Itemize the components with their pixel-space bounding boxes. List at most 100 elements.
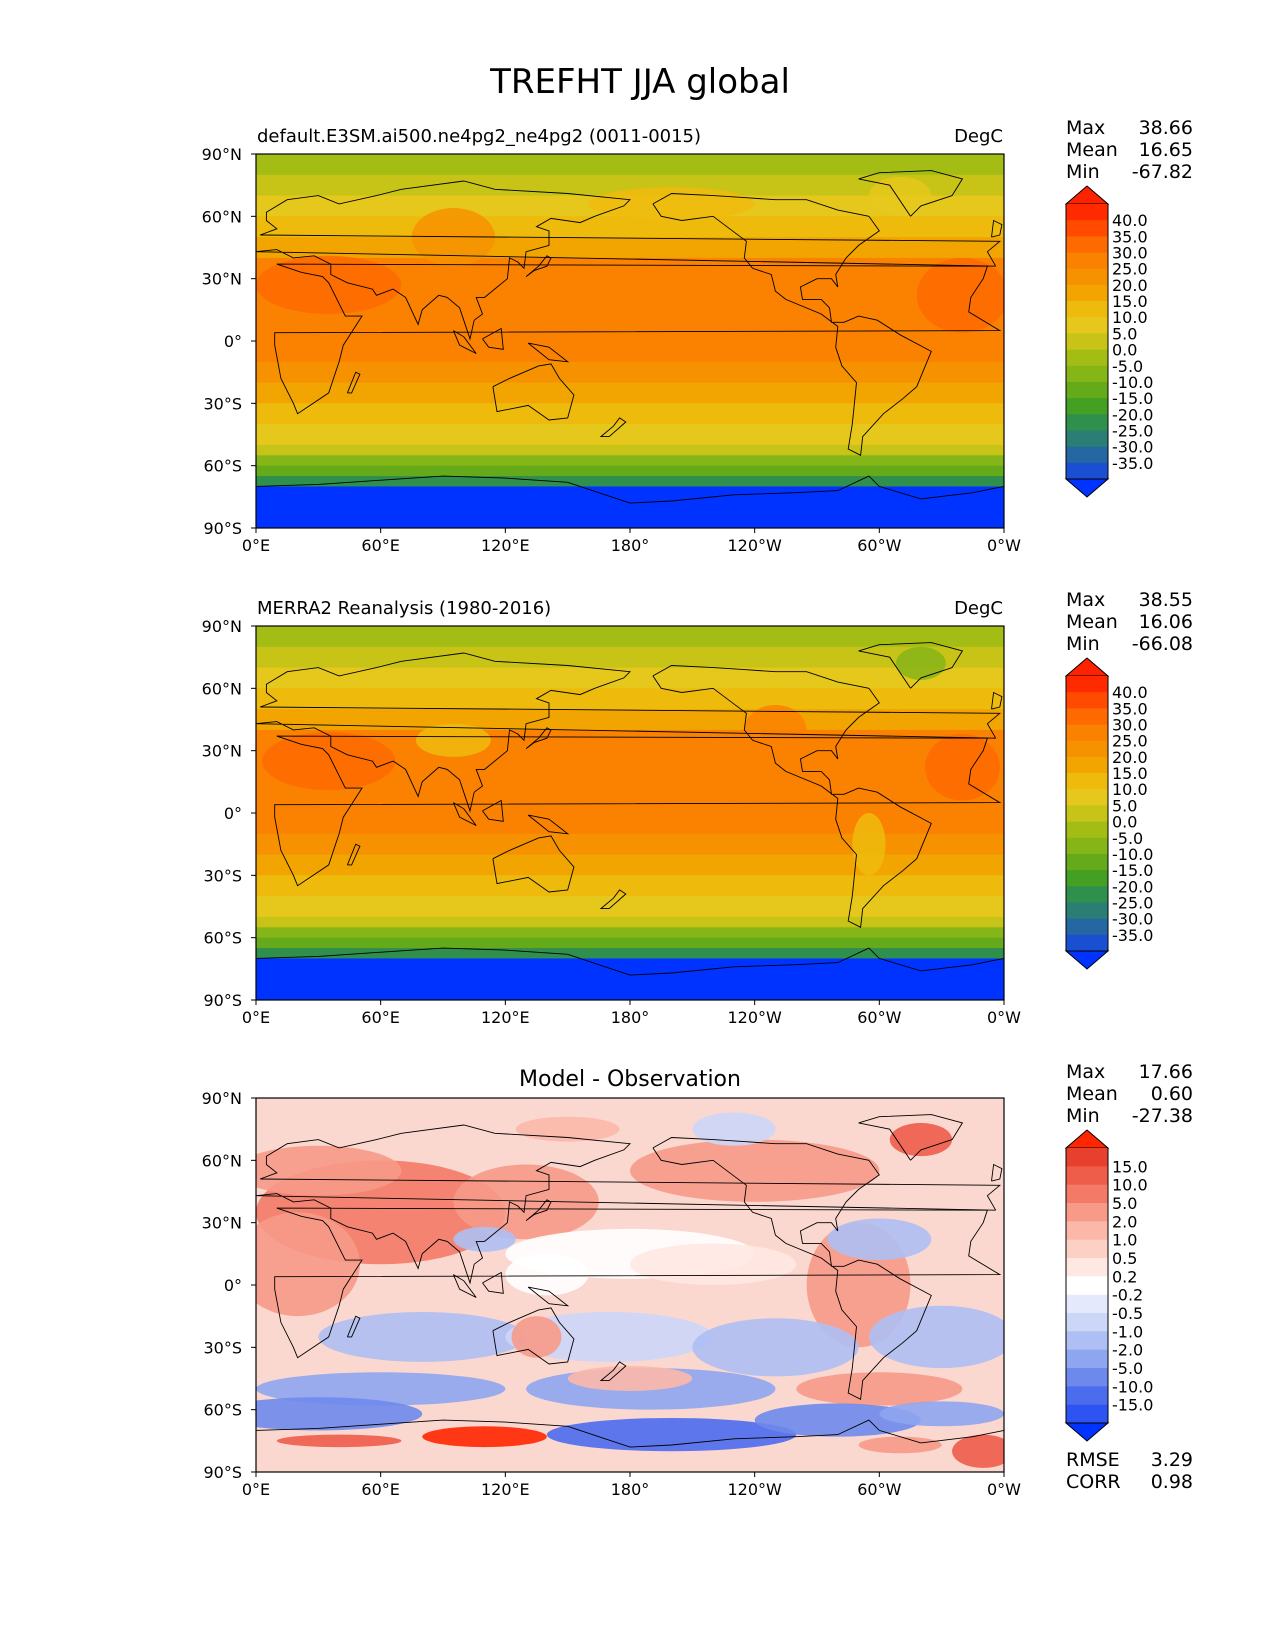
colorbar-swatch: [1066, 870, 1108, 887]
temperature-band: [256, 455, 1004, 467]
temperature-anomaly: [744, 704, 807, 755]
temperature-anomaly: [411, 208, 495, 267]
difference-anomaly: [827, 1218, 932, 1261]
colorbar-tick-label: -0.5: [1112, 1304, 1143, 1323]
colorbar-over-extension: [1064, 185, 1110, 205]
difference-anomaly: [754, 1403, 921, 1437]
x-tick-label: 120°E: [481, 1008, 530, 1027]
colorbar-swatch: [1066, 918, 1108, 936]
difference-anomaly: [511, 1316, 562, 1358]
colorbar-swatch: [1066, 1258, 1108, 1277]
y-tick-label: 60°S: [203, 929, 242, 948]
colorbar-tick-label: 40.0: [1112, 211, 1148, 230]
colorbar-swatch: [1066, 773, 1108, 790]
stat-label-max: Max: [1066, 1061, 1105, 1083]
colorbar-tick-label: -20.0: [1112, 877, 1153, 896]
coastline-segment: [858, 642, 964, 689]
difference-anomaly: [858, 1436, 942, 1454]
colorbar-swatch: [1066, 1404, 1108, 1424]
temperature-band: [256, 154, 1004, 176]
difference-anomaly: [256, 1397, 423, 1431]
temperature-band: [256, 174, 1004, 197]
colorbar-under-extension: [1064, 1422, 1110, 1442]
coastline-segment: [991, 691, 1003, 710]
difference-anomaly: [567, 1366, 693, 1391]
y-tick-label: 60°N: [202, 1151, 242, 1170]
colorbar-swatch: [1066, 853, 1108, 871]
colorbar-swatch: [1066, 740, 1108, 758]
colorbar-tick-label: 15.0: [1112, 764, 1148, 783]
difference-anomaly: [796, 1372, 963, 1406]
coastline-segment: [255, 947, 1005, 976]
colorbar-tick-label: -1.0: [1112, 1322, 1143, 1341]
colorbar-swatch: [1066, 317, 1108, 334]
map-field: [256, 154, 1004, 528]
y-tick-label: 60°S: [203, 457, 242, 476]
x-tick-label: 120°W: [727, 1008, 782, 1027]
coastline-segment: [452, 1274, 477, 1298]
y-tick-label: 30°S: [203, 1338, 242, 1357]
colorbar-tick-label: 0.5: [1112, 1249, 1137, 1268]
colorbar-swatch: [1066, 1349, 1108, 1369]
colorbar-tick-label: -35.0: [1112, 454, 1153, 473]
coastline-segment: [346, 843, 361, 866]
colorbar-swatch: [1066, 1386, 1108, 1406]
x-tick-label: 60°W: [857, 1008, 901, 1027]
y-tick-label: 90°S: [203, 519, 242, 538]
colorbar-tick-label: 20.0: [1112, 276, 1148, 295]
colorbar-swatch: [1066, 886, 1108, 903]
coastline-segment: [255, 652, 1002, 813]
colorbar-tick-label: -35.0: [1112, 926, 1153, 945]
temperature-band: [256, 948, 1004, 959]
temperature-band: [256, 465, 1004, 477]
temperature-band: [256, 444, 1004, 456]
colorbar-swatch: [1066, 1276, 1108, 1296]
colorbar-tick-label: 35.0: [1112, 227, 1148, 246]
colorbar-swatch: [1066, 349, 1108, 367]
colorbar-swatch: [1066, 756, 1108, 774]
colorbar: 40.035.030.025.020.015.010.05.00.0-5.0-1…: [1064, 185, 1153, 498]
y-tick-label: 30°N: [202, 1214, 242, 1233]
colorbar-under-extension: [1064, 950, 1110, 970]
colorbar-swatch: [1066, 365, 1108, 383]
temperature-band: [256, 958, 1004, 1000]
colorbar-swatch: [1066, 789, 1108, 806]
temperature-anomaly: [916, 257, 1004, 333]
colorbar-swatch: [1066, 252, 1108, 270]
x-tick-label: 180°: [611, 1480, 650, 1499]
y-tick-label: 0°: [224, 332, 242, 351]
temperature-anomaly: [895, 646, 946, 681]
difference-anomaly: [879, 1401, 1004, 1427]
colorbar-swatch: [1066, 333, 1108, 351]
panel-title-left: default.E3SM.ai500.ne4pg2_ne4pg2 (0011-0…: [257, 126, 701, 147]
colorbar-tick-label: -30.0: [1112, 910, 1153, 929]
colorbar-swatch: [1066, 724, 1108, 742]
x-tick-label: 0°E: [242, 536, 270, 555]
map-panel-reference: MERRA2 Reanalysis (1980-2016) DegC 0°E 60°E…: [202, 589, 1193, 1027]
coastline-segment: [452, 802, 477, 826]
stat-value-max: 38.66: [1139, 117, 1193, 139]
x-tick-label: 0°E: [242, 1008, 270, 1027]
colorbar-tick-label: 5.0: [1112, 796, 1137, 815]
y-tick-label: 30°N: [202, 270, 242, 289]
figure-title: TREFHT JJA global: [489, 62, 790, 102]
stat-value-max: 17.66: [1139, 1061, 1193, 1083]
x-tick-label: 60°E: [361, 1480, 399, 1499]
y-tick-label: 60°N: [202, 207, 242, 226]
temperature-band: [256, 875, 1004, 897]
colorbar-tick-label: -5.0: [1112, 357, 1143, 376]
temperature-anomaly: [868, 176, 932, 215]
temperature-anomaly: [262, 731, 396, 791]
coastline-segment: [274, 1207, 1002, 1359]
stat-value-min: -66.08: [1132, 633, 1193, 655]
coastline-segment: [527, 1286, 570, 1307]
coastlines: [255, 642, 1005, 976]
colorbar-tick-label: 15.0: [1112, 292, 1148, 311]
stat-value-mean: 16.65: [1139, 139, 1193, 161]
stat-value-rmse: 3.29: [1151, 1449, 1193, 1471]
colorbar-tick-label: -15.0: [1112, 389, 1153, 408]
coastline-segment: [255, 1419, 1005, 1448]
map-field: [256, 1098, 1004, 1472]
difference-anomaly: [630, 1243, 797, 1285]
temperature-band: [256, 626, 1004, 648]
